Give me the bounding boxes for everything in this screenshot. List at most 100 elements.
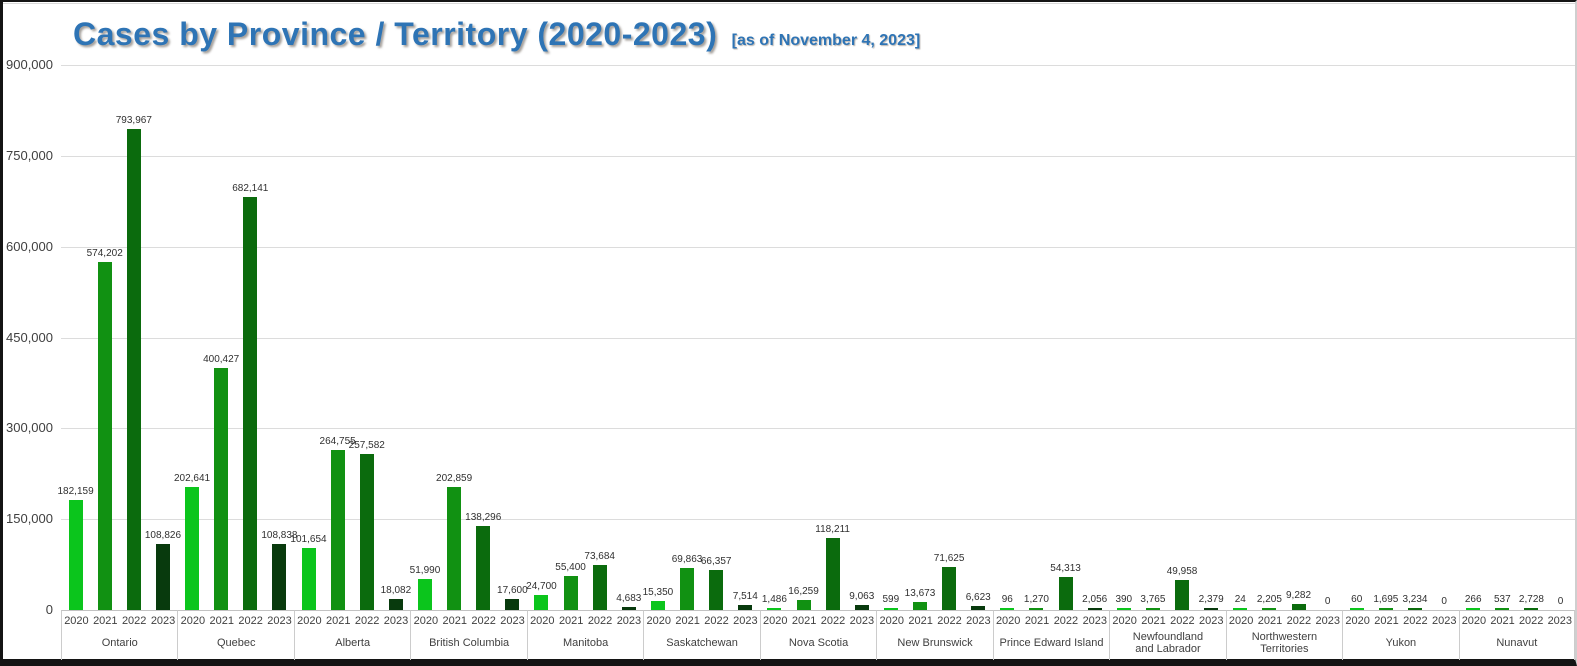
bars-row: 24 2,205 9,282 0 bbox=[1226, 65, 1342, 610]
year-labels-row: 2020 2021 2022 2023 bbox=[62, 611, 177, 627]
bars-row: 60 1,695 3,234 0 bbox=[1342, 65, 1458, 610]
bar-2020 bbox=[1116, 608, 1131, 610]
plot-area: 182,159 574,202 793,967 108,826 2020 2021 2022… bbox=[57, 65, 1576, 660]
year-tick-label: 2020 bbox=[413, 615, 439, 627]
bar-2022 bbox=[1291, 604, 1306, 610]
bar-value-label: 71,625 bbox=[933, 552, 965, 564]
bar-2023 bbox=[738, 605, 753, 610]
bar-slot: 1,270 bbox=[1022, 65, 1051, 610]
x-axis-band: 2020 2021 2022 2023 Yukon bbox=[1342, 610, 1459, 660]
year-tick-label: 2022 bbox=[1403, 615, 1428, 627]
year-labels-row: 2020 2021 2022 2023 bbox=[1110, 611, 1225, 627]
bar-slot: 537 bbox=[1488, 65, 1517, 610]
bar-2023 bbox=[621, 607, 636, 610]
bar-2022 bbox=[592, 565, 607, 610]
year-labels-row: 2020 2021 2022 2023 bbox=[994, 611, 1109, 627]
bar-slot: 574,202 bbox=[87, 65, 123, 610]
bar-2022 bbox=[1524, 608, 1539, 610]
bar-2020 bbox=[883, 608, 898, 610]
bar-2020 bbox=[185, 487, 200, 610]
year-labels-row: 2020 2021 2022 2023 bbox=[1227, 611, 1342, 627]
bar-slot: 202,859 bbox=[436, 65, 472, 610]
plot-wrap: 182,159 574,202 793,967 108,826 2020 2021 2022… bbox=[57, 65, 1576, 660]
year-tick-label: 2023 bbox=[267, 615, 292, 627]
year-tick-label: 2022 bbox=[471, 615, 496, 627]
x-axis-band: 2020 2021 2022 2023 Saskatchewan bbox=[643, 610, 760, 660]
bar-2023 bbox=[272, 544, 287, 610]
bar-value-label: 266 bbox=[1464, 594, 1482, 605]
province-group: 15,350 69,863 66,357 7,514 2020 2021 2022 2023 S… bbox=[643, 65, 760, 660]
bar-value-label: 1,486 bbox=[761, 594, 787, 605]
year-tick-label: 2022 bbox=[238, 615, 263, 627]
bar-value-label: 1,695 bbox=[1373, 594, 1399, 605]
bar-slot: 66,357 bbox=[701, 65, 731, 610]
bars-row: 1,486 16,259 118,211 9,063 bbox=[760, 65, 876, 610]
bar-value-label: 51,990 bbox=[409, 564, 441, 576]
window-top-divider bbox=[3, 3, 1575, 4]
year-tick-label: 2020 bbox=[763, 615, 788, 627]
year-tick-label: 2023 bbox=[1431, 615, 1457, 627]
year-tick-label: 2022 bbox=[820, 615, 846, 627]
bar-2023 bbox=[1204, 608, 1219, 610]
province-group: 96 1,270 54,313 2,056 2020 2021 2022 2023 Prince… bbox=[992, 65, 1110, 660]
bar-slot: 55,400 bbox=[555, 65, 586, 610]
bar-value-label: 16,259 bbox=[788, 586, 819, 598]
bar-slot: 599 bbox=[876, 65, 905, 610]
bar-2021 bbox=[912, 601, 927, 610]
province-group: 599 13,673 71,625 6,623 2020 2021 2022 2023 New … bbox=[876, 65, 993, 660]
x-axis-band: 2020 2021 2022 2023 Prince Edward Island bbox=[992, 610, 1110, 660]
year-tick-label: 2021 bbox=[93, 615, 118, 627]
year-tick-label: 2022 bbox=[937, 615, 962, 627]
bars-row: 266 537 2,728 0 bbox=[1459, 65, 1575, 610]
bar-value-label: 6,623 bbox=[965, 592, 991, 603]
bar-value-label: 3,234 bbox=[1402, 594, 1428, 605]
bar-2021 bbox=[680, 567, 695, 610]
chart-header: Cases by Province / Territory (2020-2023… bbox=[73, 16, 920, 53]
year-tick-label: 2022 bbox=[121, 615, 147, 627]
bar-value-label: 73,684 bbox=[584, 551, 615, 563]
bar-slot: 7,514 bbox=[731, 65, 760, 610]
bar-value-label: 390 bbox=[1115, 594, 1133, 605]
bar-slot: 682,141 bbox=[232, 65, 268, 610]
bar-slot: 18,082 bbox=[381, 65, 411, 610]
year-labels-row: 2020 2021 2022 2023 bbox=[877, 611, 992, 627]
bar-2022 bbox=[476, 526, 491, 610]
bar-slot: 96 bbox=[993, 65, 1022, 610]
bar-value-label: 400,427 bbox=[203, 353, 240, 365]
province-label: Yukon bbox=[1385, 637, 1417, 649]
bars-row: 15,350 69,863 66,357 7,514 bbox=[643, 65, 759, 610]
province-group: 202,641 400,427 682,141 108,838 2020 2021 2022… bbox=[174, 65, 297, 660]
bar-slot: 202,641 bbox=[174, 65, 210, 610]
year-tick-label: 2020 bbox=[646, 615, 672, 627]
bar-2023 bbox=[971, 606, 986, 610]
year-labels-row: 2020 2021 2022 2023 bbox=[1343, 611, 1458, 627]
year-tick-label: 2022 bbox=[1286, 615, 1312, 627]
bar-slot: 17,600 bbox=[497, 65, 528, 610]
bar-2023 bbox=[155, 544, 170, 610]
bar-value-label: 1,270 bbox=[1023, 594, 1049, 605]
bar-slot: 0 bbox=[1546, 65, 1575, 610]
bar-value-label: 55,400 bbox=[555, 562, 586, 574]
bar-slot: 2,056 bbox=[1080, 65, 1109, 610]
y-axis: 0 150,000 300,000 450,000 600,000 750,000 900,… bbox=[3, 57, 61, 617]
bar-value-label: 0 bbox=[1441, 596, 1447, 607]
year-tick-label: 2020 bbox=[64, 615, 89, 627]
province-label: Northwestern Territories bbox=[1251, 631, 1318, 655]
year-tick-label: 2021 bbox=[1024, 615, 1050, 627]
province-label: Alberta bbox=[335, 637, 371, 649]
bar-slot: 15,350 bbox=[643, 65, 673, 610]
year-tick-label: 2022 bbox=[704, 615, 729, 627]
bar-value-label: 60 bbox=[1351, 594, 1363, 605]
bar-2021 bbox=[796, 600, 811, 610]
year-tick-label: 2023 bbox=[500, 615, 525, 627]
year-tick-label: 2021 bbox=[1490, 615, 1515, 627]
year-tick-label: 2022 bbox=[1053, 615, 1079, 627]
bar-value-label: 2,205 bbox=[1256, 594, 1282, 605]
year-tick-label: 2021 bbox=[675, 615, 700, 627]
bar-2021 bbox=[563, 576, 578, 610]
bar-slot: 71,625 bbox=[933, 65, 965, 610]
bar-slot: 24 bbox=[1226, 65, 1255, 610]
bar-slot: 2,379 bbox=[1197, 65, 1226, 610]
bar-value-label: 0 bbox=[1557, 596, 1564, 607]
bar-slot: 182,159 bbox=[57, 65, 94, 610]
